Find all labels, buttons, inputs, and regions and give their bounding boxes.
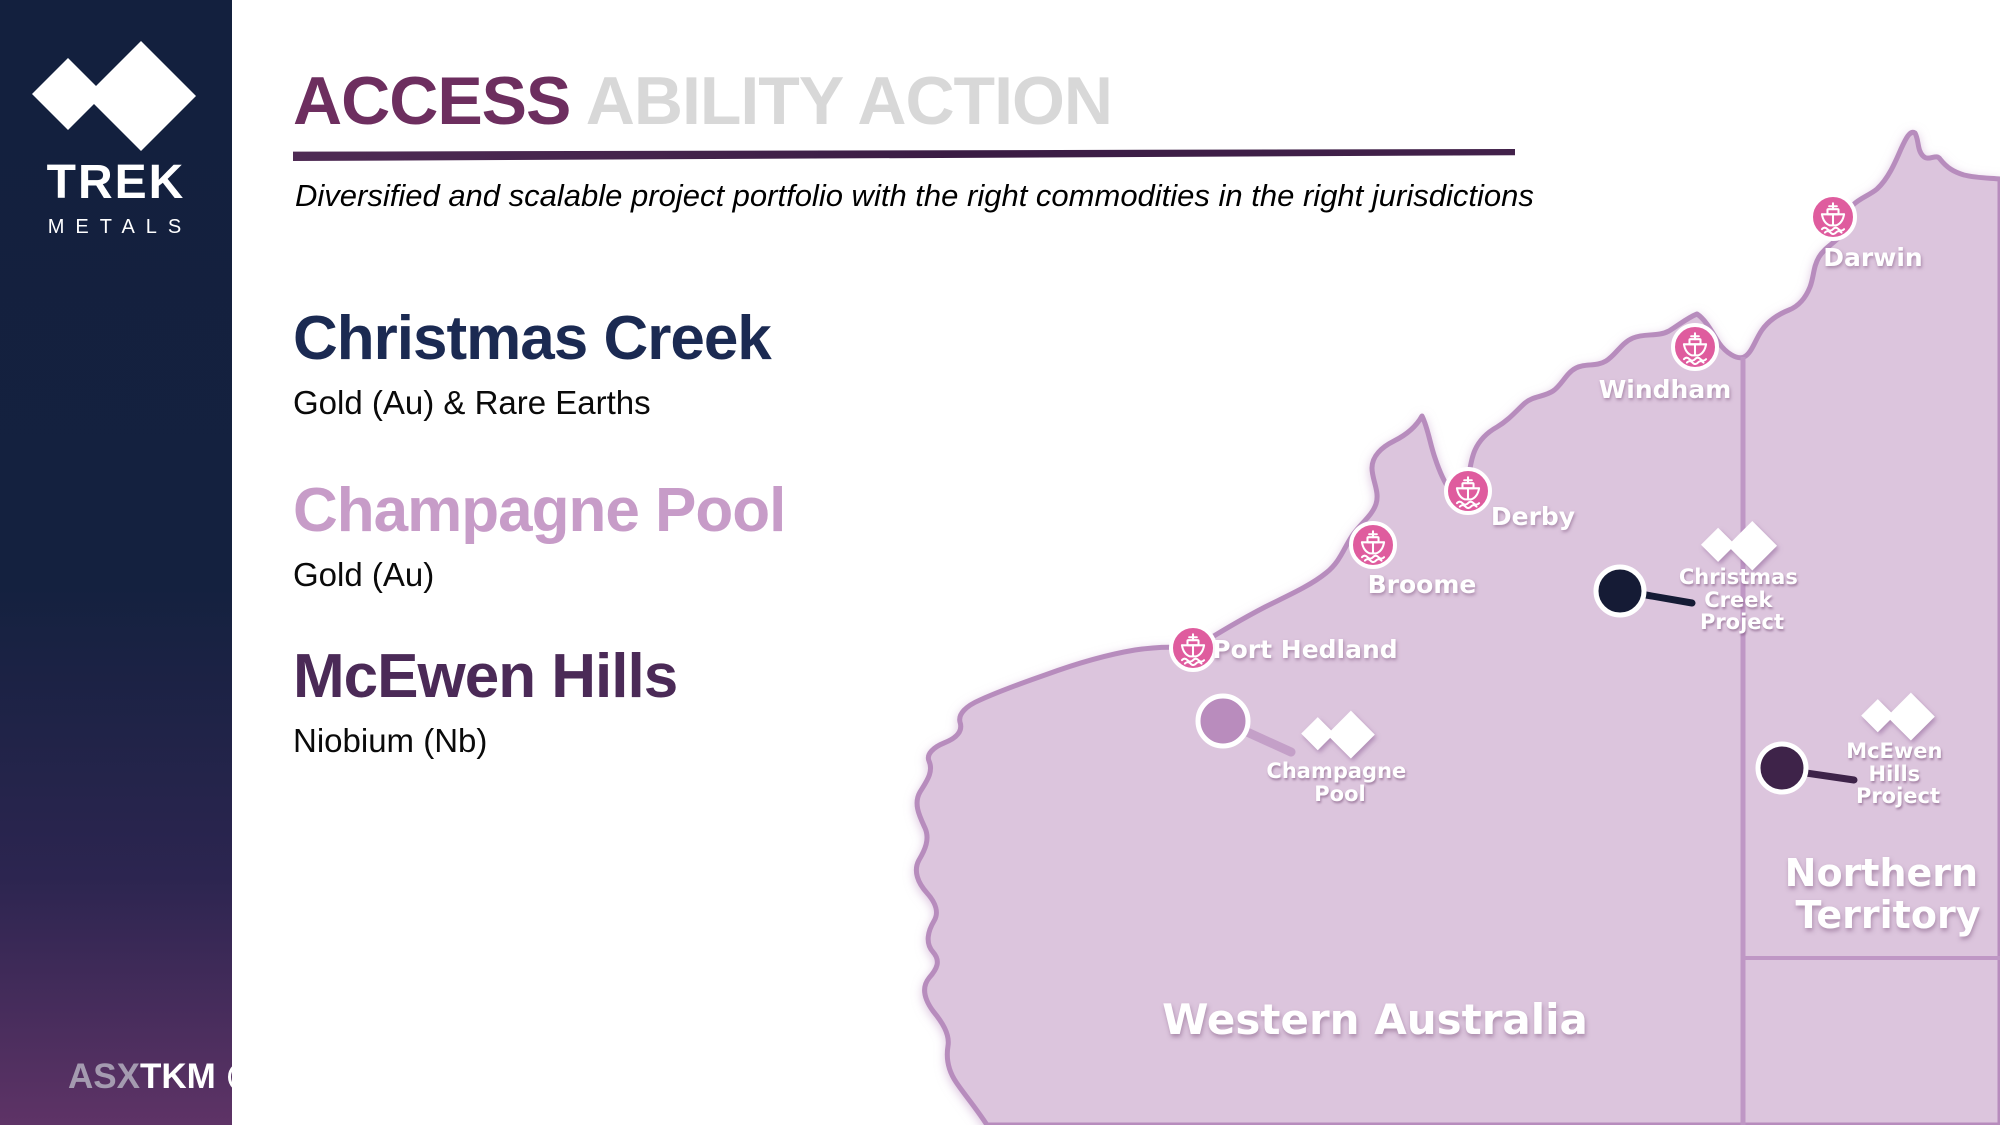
marker-dot [1195,693,1251,749]
project-item-champagne-pool: Champagne Pool Gold (Au) [293,476,786,594]
brand-name: TREK [46,156,186,209]
project-commodity: Gold (Au) [293,556,435,593]
port-label: Port Hedland [1212,635,1397,664]
marker-dot [1593,564,1647,618]
project-marker-christmas-creek: Christmas Creek Project [1593,521,1805,634]
marker-label: Champagne Pool [1266,759,1413,806]
port-label: Windham [1599,375,1732,404]
brand-block: TREK METALS [0,0,232,238]
marker-label: McEwen Hills Project [1846,739,1950,808]
marker-dot [1755,741,1809,795]
region-label-western-australia: Western Australia [1162,995,1588,1044]
title-accent: ACCESS [293,63,571,139]
page-title: ACCESS ABILITY ACTION [293,62,1113,140]
marker-tail [1642,591,1696,607]
project-name: Christmas Creek [293,304,772,373]
marker-tail [1802,769,1858,784]
australia-map: Western Australia Northern Territory Dar… [913,129,2000,1125]
port-label: Derby [1491,502,1575,531]
project-item-christmas-creek: Christmas Creek Gold (Au) & Rare Earths [293,304,772,422]
port-marker-derby: Derby [1444,467,1575,531]
sidebar: TREK METALS ASX TKM [0,0,260,1125]
title-rest: ABILITY ACTION [585,63,1113,139]
project-item-mcewen-hills: McEwen Hills Niobium (Nb) [293,642,678,760]
trek-mountain-logo-icon [32,41,196,151]
landmass-north-west-australia [913,129,2000,1125]
port-marker-broome: Broome [1349,521,1477,599]
project-name: McEwen Hills [293,642,678,711]
circle-plus-icon [227,1061,260,1093]
port-marker-port-hedland: Port Hedland [1169,624,1398,672]
project-marker-mcewen-hills: McEwen Hills Project [1755,692,1950,808]
region-label-northern-territory: Northern Territory [1785,851,1992,937]
ticker-badge: ASX TKM [68,1057,262,1097]
ticker-code: TKM [139,1057,216,1096]
project-commodity: Niobium (Nb) [293,722,488,759]
ticker-exchange: ASX [68,1057,140,1096]
port-label: Darwin [1823,243,1922,272]
marker-tail [1242,727,1296,757]
port-marker-windham: Windham [1599,323,1732,404]
port-label: Broome [1368,570,1477,599]
project-name: Champagne Pool [293,476,786,545]
slide-subtitle: Diversified and scalable project portfol… [295,178,1534,213]
project-commodity: Gold (Au) & Rare Earths [293,384,651,421]
project-marker-champagne-pool: Champagne Pool [1195,693,1413,806]
port-marker-darwin: Darwin [1809,193,1923,272]
marker-label: Christmas Creek Project [1679,565,1805,634]
brand-subname: METALS [47,216,193,238]
